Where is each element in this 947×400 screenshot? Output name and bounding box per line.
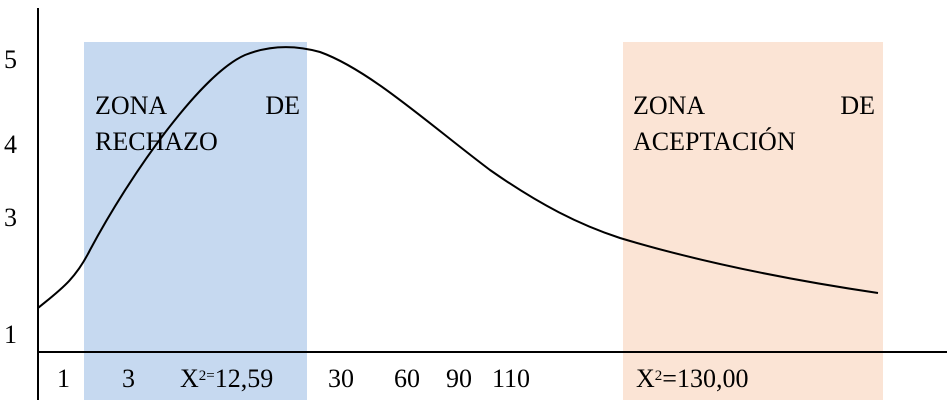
accept-label-line2: ACEPTACIÓN [633, 127, 796, 156]
x-tick-label: 110 [492, 364, 531, 393]
calculated-value-label: X2=130,00 [636, 364, 749, 393]
y-tick-label: 3 [4, 203, 17, 232]
critical-value-label: X2=12,59 [180, 364, 274, 393]
acceptance-zone [623, 42, 883, 400]
x-tick-label: 1 [57, 364, 70, 393]
rejection-zone-label: ZONA DE RECHAZO [95, 88, 300, 160]
acceptance-zone-label: ZONA DE ACEPTACIÓN [633, 88, 875, 160]
rejection-zone [84, 42, 307, 400]
y-tick-label: 4 [4, 130, 17, 159]
accept-label-word2: DE [840, 91, 875, 120]
y-tick-label: 1 [4, 320, 17, 349]
distribution-curve [37, 46, 879, 309]
x-tick-label: 90 [446, 364, 472, 393]
reject-label-word1: ZONA [95, 91, 168, 120]
y-tick-label: 5 [4, 45, 17, 74]
x-tick-label: 30 [328, 364, 354, 393]
reject-label-word2: DE [265, 91, 300, 120]
accept-label-word1: ZONA [633, 91, 706, 120]
x-tick-label: 60 [394, 364, 420, 393]
x-tick-label: 3 [122, 364, 135, 393]
reject-label-line2: RECHAZO [95, 127, 218, 156]
